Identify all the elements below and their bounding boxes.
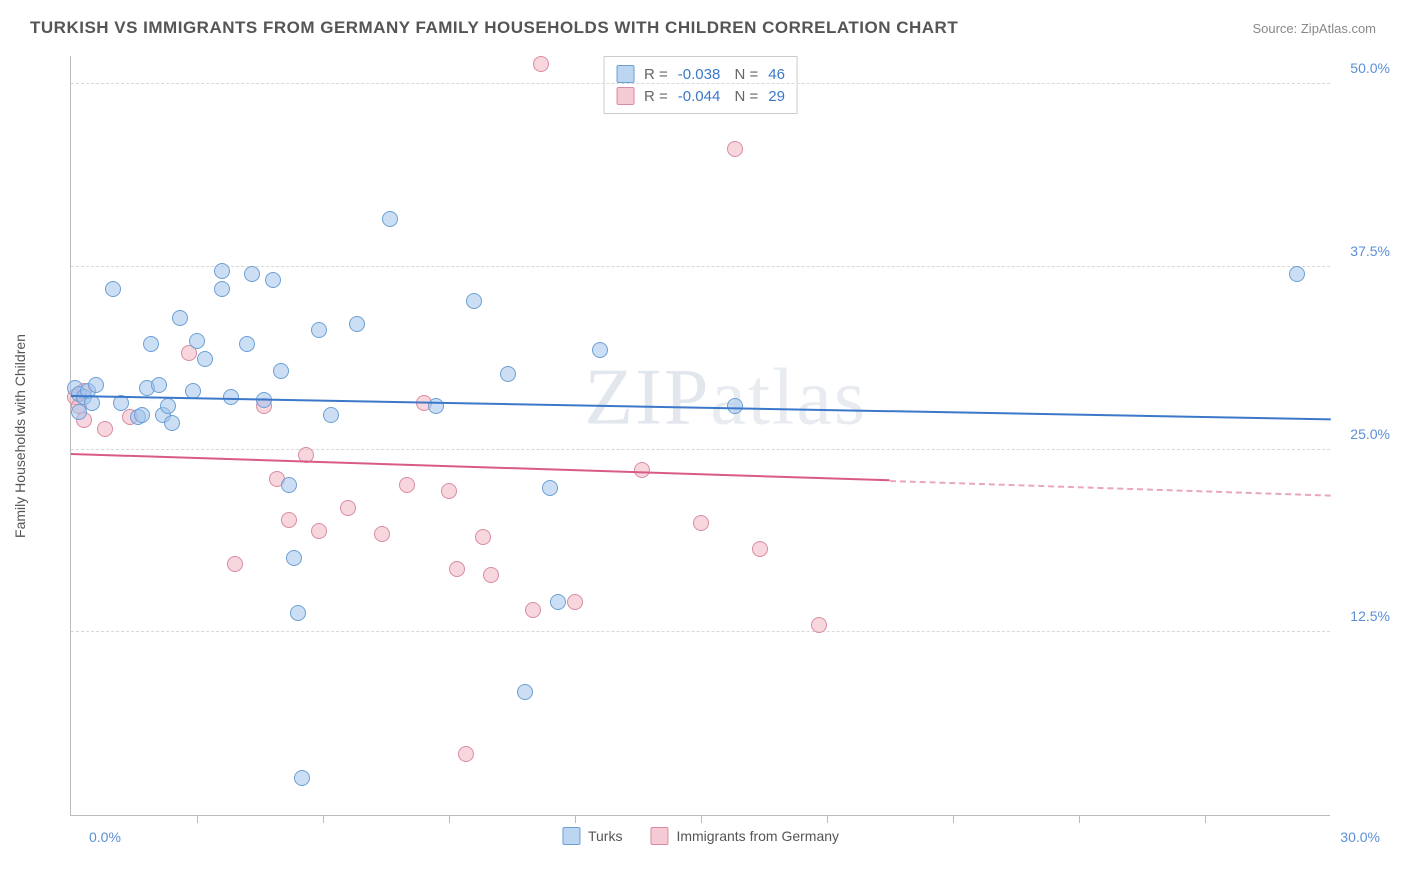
scatter-point: [244, 266, 260, 282]
watermark: ZIPatlas: [584, 352, 867, 443]
scatter-point: [88, 377, 104, 393]
scatter-point: [311, 523, 327, 539]
y-tick-label: 50.0%: [1335, 60, 1390, 76]
x-tick: [575, 815, 576, 823]
scatter-point: [517, 684, 533, 700]
scatter-point: [382, 211, 398, 227]
scatter-point: [458, 746, 474, 762]
stat-n-val-a: 46: [768, 66, 785, 83]
scatter-point: [197, 351, 213, 367]
scatter-point: [323, 407, 339, 423]
scatter-point: [214, 281, 230, 297]
stats-legend-box: R = -0.038 N = 46 R = -0.044 N = 29: [603, 56, 798, 114]
scatter-point: [239, 336, 255, 352]
scatter-point: [466, 293, 482, 309]
trend-line: [71, 453, 890, 481]
scatter-point: [349, 316, 365, 332]
scatter-point: [525, 602, 541, 618]
scatter-point: [428, 398, 444, 414]
chart-title: TURKISH VS IMMIGRANTS FROM GERMANY FAMIL…: [30, 18, 958, 38]
scatter-point: [441, 483, 457, 499]
stat-n-key: N =: [730, 66, 758, 83]
scatter-point: [500, 366, 516, 382]
scatter-point: [483, 567, 499, 583]
scatter-point: [449, 561, 465, 577]
y-tick-label: 12.5%: [1335, 608, 1390, 624]
stats-row-germany: R = -0.044 N = 29: [616, 85, 785, 107]
x-axis-min-label: 0.0%: [89, 829, 121, 845]
scatter-point: [294, 770, 310, 786]
gridline: [71, 449, 1330, 450]
y-tick-label: 25.0%: [1335, 426, 1390, 442]
scatter-point: [151, 377, 167, 393]
scatter-point: [693, 515, 709, 531]
scatter-point: [290, 605, 306, 621]
x-tick: [953, 815, 954, 823]
scatter-point: [727, 141, 743, 157]
scatter-point: [214, 263, 230, 279]
scatter-point: [311, 322, 327, 338]
scatter-point: [281, 512, 297, 528]
legend-item-germany: Immigrants from Germany: [650, 827, 839, 845]
x-tick: [1079, 815, 1080, 823]
scatter-point: [567, 594, 583, 610]
stat-n-val-b: 29: [768, 88, 785, 105]
stat-r-val-a: -0.038: [678, 66, 721, 83]
y-axis-label: Family Households with Children: [12, 334, 28, 538]
scatter-point: [227, 556, 243, 572]
legend-label-germany: Immigrants from Germany: [676, 828, 839, 844]
swatch-germany-icon: [650, 827, 668, 845]
x-tick: [1205, 815, 1206, 823]
swatch-turks-icon: [562, 827, 580, 845]
x-tick: [197, 815, 198, 823]
scatter-point: [634, 462, 650, 478]
legend-label-turks: Turks: [588, 828, 622, 844]
scatter-point: [727, 398, 743, 414]
scatter-point: [172, 310, 188, 326]
source-label: Source: ZipAtlas.com: [1252, 21, 1376, 36]
scatter-point: [265, 272, 281, 288]
legend-item-turks: Turks: [562, 827, 622, 845]
legend-bottom: Turks Immigrants from Germany: [562, 827, 839, 845]
swatch-germany-icon: [616, 87, 634, 105]
scatter-point: [811, 617, 827, 633]
stat-r-key: R =: [644, 88, 668, 105]
scatter-point: [281, 477, 297, 493]
scatter-point: [399, 477, 415, 493]
gridline: [71, 83, 1330, 84]
stat-r-val-b: -0.044: [678, 88, 721, 105]
scatter-point: [533, 56, 549, 72]
scatter-plot: ZIPatlas R = -0.038 N = 46 R = -0.044 N …: [70, 56, 1330, 816]
scatter-point: [752, 541, 768, 557]
scatter-point: [592, 342, 608, 358]
scatter-point: [105, 281, 121, 297]
gridline: [71, 631, 1330, 632]
scatter-point: [97, 421, 113, 437]
scatter-point: [542, 480, 558, 496]
scatter-point: [189, 333, 205, 349]
y-tick-label: 37.5%: [1335, 243, 1390, 259]
scatter-point: [164, 415, 180, 431]
stat-n-key: N =: [730, 88, 758, 105]
stat-r-key: R =: [644, 66, 668, 83]
scatter-point: [160, 398, 176, 414]
scatter-point: [374, 526, 390, 542]
gridline: [71, 266, 1330, 267]
scatter-point: [475, 529, 491, 545]
scatter-point: [286, 550, 302, 566]
scatter-point: [550, 594, 566, 610]
x-tick: [449, 815, 450, 823]
scatter-point: [143, 336, 159, 352]
x-tick: [323, 815, 324, 823]
swatch-turks-icon: [616, 65, 634, 83]
trend-line: [890, 480, 1331, 497]
scatter-point: [340, 500, 356, 516]
scatter-point: [134, 407, 150, 423]
scatter-point: [273, 363, 289, 379]
x-tick: [827, 815, 828, 823]
scatter-point: [1289, 266, 1305, 282]
stats-row-turks: R = -0.038 N = 46: [616, 63, 785, 85]
x-tick: [701, 815, 702, 823]
x-axis-max-label: 30.0%: [1340, 829, 1380, 845]
